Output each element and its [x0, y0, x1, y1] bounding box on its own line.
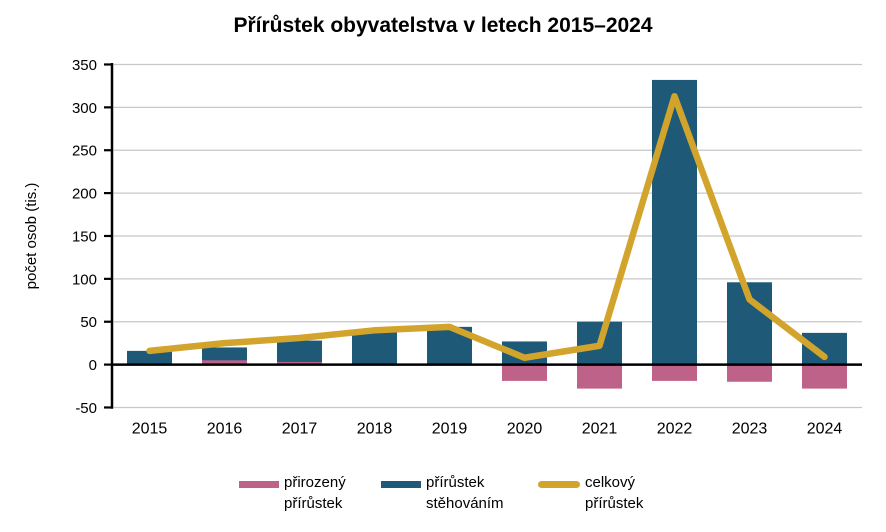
chart-title: Přírůstek obyvatelstva v letech 2015–202… — [233, 14, 653, 37]
legend-swatch-natural-increase — [239, 480, 279, 488]
legend-label-line: přirozený — [284, 474, 346, 491]
legend-swatch-total-increase — [538, 480, 580, 488]
y-axis-title: počet osob (tis.) — [23, 183, 40, 290]
y-tick-label-0: 0 — [89, 357, 97, 374]
y-tick-label-50: 50 — [80, 314, 97, 331]
bar-natural-2017 — [277, 362, 322, 365]
y-tick-label-300: 300 — [72, 100, 97, 117]
legend-label-line: přírůstek — [284, 494, 343, 512]
y-tick-label-100: 100 — [72, 271, 97, 288]
bar-natural-2016 — [202, 360, 247, 365]
bar-natural-2024 — [802, 364, 847, 389]
bar-natural-2020 — [502, 364, 547, 381]
x-tick-label-2015: 2015 — [132, 421, 168, 438]
x-tick-label-2022: 2022 — [657, 421, 693, 438]
bar-migration-2015 — [127, 350, 172, 365]
x-tick-label-2018: 2018 — [357, 421, 393, 438]
x-tick-label-2016: 2016 — [207, 421, 243, 438]
x-tick-label-2019: 2019 — [432, 421, 468, 438]
x-tick-label-2021: 2021 — [582, 421, 618, 438]
legend-swatch-migration-increase — [381, 480, 421, 488]
legend-item-natural-increase: přirozený přírůstek — [239, 473, 346, 514]
bar-migration-2018 — [352, 331, 397, 365]
bar-natural-2022 — [652, 364, 697, 381]
legend-label-migration-increase: přírůstek stěhováním — [426, 473, 504, 514]
legend-label-line: celkový — [585, 474, 636, 491]
bar-migration-2017 — [277, 340, 322, 365]
legend-label-total-increase: celkový přírůstek — [585, 473, 643, 514]
legend-label-line: přírůstek — [585, 494, 644, 512]
x-tick-label-2020: 2020 — [507, 421, 543, 438]
total-increase-line — [146, 92, 828, 361]
x-tick-label-2017: 2017 — [282, 421, 318, 438]
x-tick-label-2023: 2023 — [732, 421, 768, 438]
y-tick-label--50: -50 — [75, 400, 97, 417]
legend-item-total-increase: celkový přírůstek — [538, 473, 643, 514]
bar-natural-2021 — [577, 364, 622, 389]
bar-migration-2022 — [652, 79, 697, 365]
legend-label-natural-increase: přirozený přírůstek — [284, 473, 346, 514]
legend-item-migration-increase: přírůstek stěhováním — [381, 473, 504, 514]
y-tick-label-250: 250 — [72, 143, 97, 160]
y-tick-label-200: 200 — [72, 186, 97, 203]
y-tick-label-350: 350 — [72, 57, 97, 74]
x-tick-label-2024: 2024 — [807, 421, 843, 438]
legend-label-line: přírůstek — [426, 474, 485, 491]
bar-natural-2023 — [727, 364, 772, 382]
legend-label-line: stěhováním — [426, 494, 504, 512]
y-tick-label-150: 150 — [72, 228, 97, 245]
chart-plot-area: 350 300 250 200 150 100 50 0 -50 2015 2016 2017 2018… — [23, 57, 862, 438]
